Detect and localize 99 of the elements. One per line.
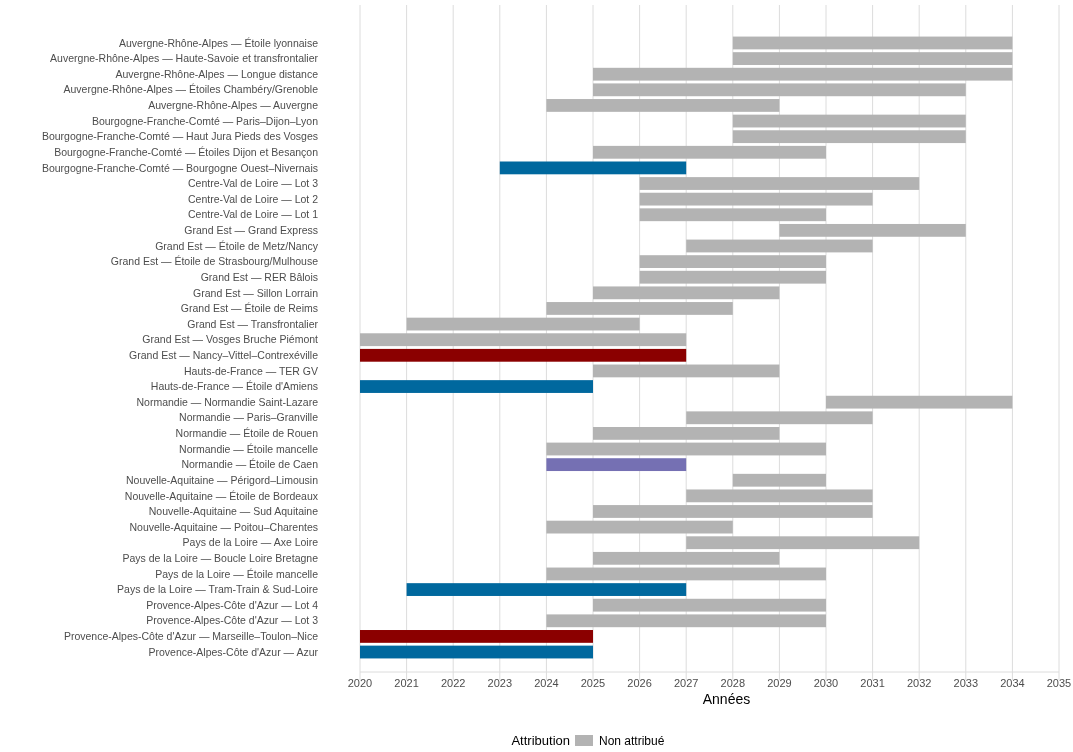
y-tick-label: Normandie — Étoile mancelle [179, 442, 319, 455]
bar [360, 380, 593, 393]
bar [732, 36, 1013, 50]
bar [686, 536, 920, 550]
bar [593, 426, 780, 440]
y-tick-label: Grand Est — Étoile de Reims [180, 302, 318, 315]
bar [593, 505, 873, 518]
x-tick-label: 2025 [580, 677, 606, 689]
bar [686, 239, 873, 253]
y-tick-label: Hauts-de-France — TER GV [183, 364, 318, 377]
bar [686, 411, 873, 425]
y-tick-label: Pays de la Loire — Axe Loire [182, 536, 319, 549]
y-tick-label: Pays de la Loire — Étoile mancelle [155, 567, 319, 580]
y-tick-label: Grand Est — Grand Express [184, 224, 318, 237]
y-tick-label: Grand Est — RER Bâlois [200, 270, 318, 283]
y-tick-label: Grand Est — Vosges Bruche Piémont [142, 333, 319, 346]
x-tick-label: 2031 [860, 677, 885, 689]
bar [826, 395, 1013, 409]
bar [686, 489, 873, 503]
x-tick-label: 2022 [440, 677, 466, 689]
x-tick-label: 2026 [627, 677, 652, 689]
y-tick-label: Normandie — Normandie Saint-Lazare [136, 395, 319, 408]
y-tick-label: Auvergne-Rhône-Alpes — Étoile lyonnaise [118, 36, 319, 49]
y-tick-label: Normandie — Étoile de Caen [181, 458, 319, 471]
bar [546, 442, 826, 456]
bar [546, 99, 780, 112]
x-tick-label: 2033 [953, 677, 979, 689]
y-tick-label: Normandie — Paris–Granville [179, 411, 319, 424]
y-tick-label: Grand Est — Étoile de Metz/Nancy [155, 239, 319, 252]
y-tick-label: Nouvelle-Aquitaine — Étoile de Bordeaux [124, 489, 319, 502]
bar [360, 645, 593, 659]
x-tick-label: 2028 [720, 677, 746, 689]
x-tick-label: 2024 [534, 677, 559, 689]
y-tick-label: Auvergne-Rhône-Alpes — Haute-Savoie et transfrontalier [50, 52, 319, 65]
legend-label: Non attribué [599, 734, 665, 748]
bar [732, 130, 966, 144]
bar [593, 83, 966, 97]
bar [639, 192, 873, 206]
y-tick-label: Grand Est — Nancy–Vittel–Contrexéville [129, 348, 319, 361]
bar [593, 67, 1013, 81]
bar [360, 630, 593, 643]
bar [360, 333, 687, 347]
y-tick-label: Centre-Val de Loire — Lot 3 [188, 177, 319, 190]
x-tick-label: 2021 [394, 677, 419, 689]
y-tick-label: Auvergne-Rhône-Alpes — Étoiles Chambéry/Grenoble [63, 83, 319, 96]
bar [546, 567, 826, 581]
x-tick-label: 2035 [1046, 677, 1072, 689]
y-tick-label: Provence-Alpes-Côte d'Azur — Azur [148, 645, 319, 658]
bar [732, 114, 966, 128]
bar [593, 145, 826, 159]
x-axis-title: Années [702, 691, 751, 707]
bar [639, 208, 826, 222]
y-tick-label: Nouvelle-Aquitaine — Périgord–Limousin [125, 473, 319, 486]
x-tick-label: 2027 [673, 677, 699, 689]
bar [360, 348, 687, 362]
bar [499, 161, 687, 175]
y-tick-label: Bourgogne-Franche-Comté — Bourgogne Ouest–Nivernais [41, 161, 318, 174]
y-tick-label: Grand Est — Sillon Lorrain [193, 286, 319, 299]
y-tick-label: Auvergne-Rhône-Alpes — Auvergne [148, 99, 319, 112]
y-tick-label: Nouvelle-Aquitaine — Sud Aquitaine [148, 505, 319, 518]
bar [546, 302, 733, 315]
bar [732, 52, 1013, 65]
y-tick-label: Centre-Val de Loire — Lot 1 [188, 208, 319, 221]
y-tick-label: Bourgogne-Franche-Comté — Étoiles Dijon et Besançon [54, 145, 319, 158]
bar [406, 317, 640, 331]
y-tick-label: Bourgogne-Franche-Comté — Haut Jura Pieds des Vosges [41, 130, 318, 143]
y-tick-label: Provence-Alpes-Côte d'Azur — Lot 4 [146, 598, 319, 611]
y-tick-label: Pays de la Loire — Boucle Loire Bretagne [122, 552, 319, 565]
y-tick-label: Nouvelle-Aquitaine — Poitou–Charentes [129, 520, 318, 533]
bar [593, 598, 826, 612]
bar [639, 255, 826, 269]
bar [779, 223, 966, 237]
y-tick-label: Grand Est — Étoile de Strasbourg/Mulhouse [110, 255, 319, 268]
y-tick-label: Pays de la Loire — Tram-Train & Sud-Loire [117, 583, 319, 596]
bar [639, 177, 920, 190]
x-tick-label: 2023 [487, 677, 513, 689]
y-tick-label: Grand Est — Transfrontalier [187, 317, 319, 330]
y-tick-label: Provence-Alpes-Côte d'Azur — Marseille–Toulon–Nice [63, 630, 319, 643]
bar [546, 458, 687, 472]
bar [546, 614, 826, 628]
y-tick-label: Hauts-de-France — Étoile d'Amiens [150, 380, 318, 393]
bar [593, 551, 780, 565]
bar [639, 270, 826, 284]
bar [732, 473, 826, 487]
y-tick-label: Bourgogne-Franche-Comté — Paris–Dijon–Lyon [91, 114, 319, 127]
bar [593, 364, 780, 378]
x-tick-label: 2032 [906, 677, 932, 689]
bar [546, 520, 733, 534]
x-tick-label: 2020 [347, 677, 373, 689]
x-tick-label: 2034 [1000, 677, 1025, 689]
bar [593, 286, 780, 300]
legend-title: Attribution [511, 733, 570, 748]
bar [406, 583, 687, 596]
x-tick-label: 2030 [813, 677, 839, 689]
y-tick-label: Auvergne-Rhône-Alpes — Longue distance [115, 67, 319, 80]
y-tick-label: Centre-Val de Loire — Lot 2 [188, 192, 319, 205]
x-tick-label: 2029 [767, 677, 792, 689]
y-tick-label: Normandie — Étoile de Rouen [175, 427, 319, 440]
y-tick-label: Provence-Alpes-Côte d'Azur — Lot 3 [146, 614, 319, 627]
